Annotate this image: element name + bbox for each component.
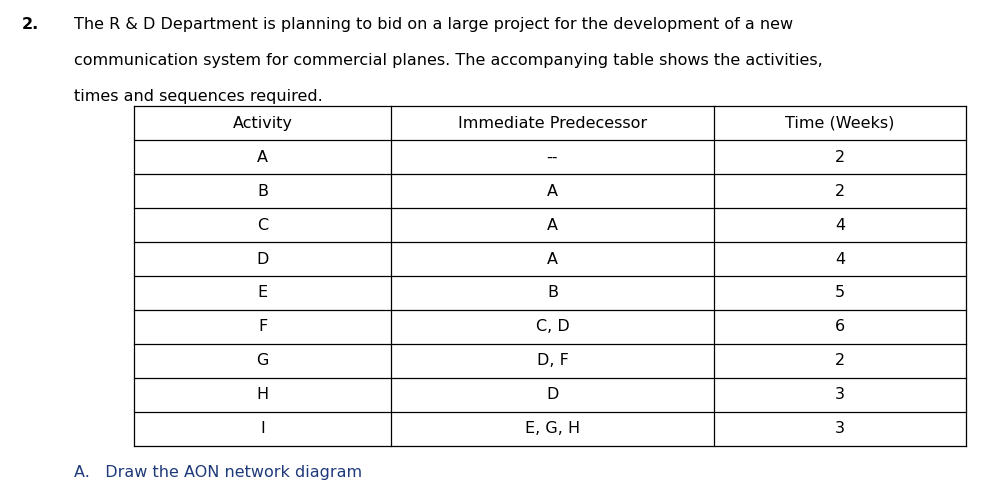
Text: D, F: D, F bbox=[536, 353, 569, 368]
Text: 4: 4 bbox=[834, 218, 845, 233]
Text: 6: 6 bbox=[834, 319, 845, 334]
Text: F: F bbox=[258, 319, 268, 334]
Text: A: A bbox=[547, 218, 558, 233]
Text: 4: 4 bbox=[834, 251, 845, 266]
Text: 2: 2 bbox=[834, 184, 845, 198]
Text: D: D bbox=[546, 387, 559, 402]
Text: G: G bbox=[257, 353, 269, 368]
Text: 3: 3 bbox=[834, 387, 845, 402]
Text: D: D bbox=[257, 251, 269, 266]
Text: Immediate Predecessor: Immediate Predecessor bbox=[458, 116, 647, 131]
Text: C, D: C, D bbox=[535, 319, 570, 334]
Text: 2: 2 bbox=[834, 150, 845, 165]
Text: A: A bbox=[547, 184, 558, 198]
Text: B: B bbox=[547, 286, 558, 300]
Text: The R & D Department is planning to bid on a large project for the development o: The R & D Department is planning to bid … bbox=[74, 17, 794, 32]
Text: Activity: Activity bbox=[233, 116, 292, 131]
Text: A.   Draw the AON network diagram: A. Draw the AON network diagram bbox=[74, 465, 363, 480]
Text: E, G, H: E, G, H bbox=[525, 421, 580, 436]
Text: A: A bbox=[547, 251, 558, 266]
Text: Time (Weeks): Time (Weeks) bbox=[785, 116, 895, 131]
Text: 2: 2 bbox=[834, 353, 845, 368]
Text: H: H bbox=[257, 387, 269, 402]
Text: 5: 5 bbox=[834, 286, 845, 300]
Text: --: -- bbox=[547, 150, 558, 165]
Text: B: B bbox=[257, 184, 269, 198]
Text: 2.: 2. bbox=[22, 17, 39, 32]
Text: I: I bbox=[261, 421, 265, 436]
Text: E: E bbox=[258, 286, 268, 300]
Text: times and sequences required.: times and sequences required. bbox=[74, 89, 323, 103]
Text: C: C bbox=[257, 218, 269, 233]
Text: A: A bbox=[257, 150, 269, 165]
Text: communication system for commercial planes. The accompanying table shows the act: communication system for commercial plan… bbox=[74, 53, 824, 68]
Text: 3: 3 bbox=[834, 421, 845, 436]
